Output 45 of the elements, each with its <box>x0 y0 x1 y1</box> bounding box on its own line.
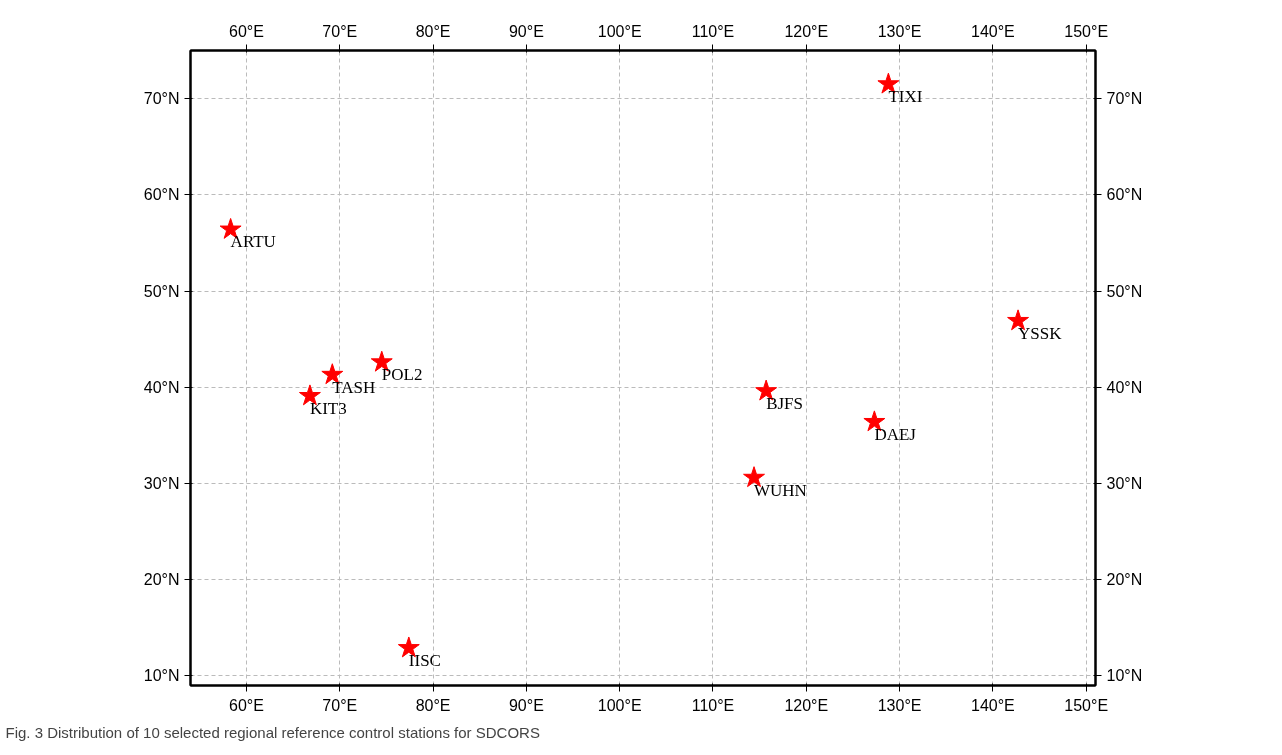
x2-tick-label: 110°E <box>691 696 735 714</box>
y2-tick-label: 30°N <box>1106 474 1143 492</box>
x-tick-label: 90°E <box>508 22 544 40</box>
annotation: KIT3 <box>309 398 347 418</box>
x-tick-label: 60°E <box>229 22 264 40</box>
x-tick-label: 140°E <box>970 22 1015 40</box>
annotation: IISC <box>408 650 441 670</box>
y2-tick-label: 10°N <box>1106 667 1143 685</box>
x2-tick-label: 150°E <box>1064 696 1109 714</box>
annotation: YSSK <box>1018 323 1063 343</box>
x2-tick-label: 140°E <box>970 696 1015 714</box>
annotation: ARTU <box>230 232 276 252</box>
annotation: DAEJ <box>874 424 917 444</box>
y2-tick-label: 60°N <box>1106 186 1143 204</box>
x2-tick-label: 70°E <box>322 696 358 714</box>
y-tick-label: 40°N <box>143 378 180 396</box>
y-tick-label: 20°N <box>143 571 180 589</box>
annotation: BJFS <box>766 394 804 414</box>
y2-tick-label: 70°N <box>1106 90 1143 108</box>
annotation: TIXI <box>888 87 923 107</box>
x2-tick-label: 80°E <box>415 696 451 714</box>
y-tick-label: 10°N <box>143 667 180 685</box>
annotation: POL2 <box>381 365 423 385</box>
y-tick-label: 70°N <box>143 90 180 108</box>
y-tick-label: 50°N <box>143 282 180 300</box>
x-tick-label: 150°E <box>1064 22 1109 40</box>
x-tick-label: 130°E <box>877 22 922 40</box>
y2-tick-label: 20°N <box>1106 571 1143 589</box>
x2-tick-label: 130°E <box>877 696 922 714</box>
x-tick-label: 80°E <box>415 22 451 40</box>
caption: Fig. 3 Distribution of 10 selected regional reference control stations for SDCORS <box>5 723 540 741</box>
annotation: TASH <box>332 377 376 397</box>
x-tick-label: 70°E <box>322 22 358 40</box>
annotation: WUHN <box>754 480 807 500</box>
x-tick-label: 110°E <box>691 22 735 40</box>
x2-tick-label: 120°E <box>784 696 829 714</box>
x2-tick-label: 100°E <box>597 696 642 714</box>
x-tick-label: 120°E <box>784 22 829 40</box>
x2-tick-label: 90°E <box>508 696 544 714</box>
y2-tick-label: 40°N <box>1106 378 1143 396</box>
x-tick-label: 100°E <box>597 22 642 40</box>
y2-tick-label: 50°N <box>1106 282 1143 300</box>
y-tick-label: 60°N <box>143 186 180 204</box>
y-tick-label: 30°N <box>143 474 180 492</box>
x2-tick-label: 60°E <box>229 696 264 714</box>
